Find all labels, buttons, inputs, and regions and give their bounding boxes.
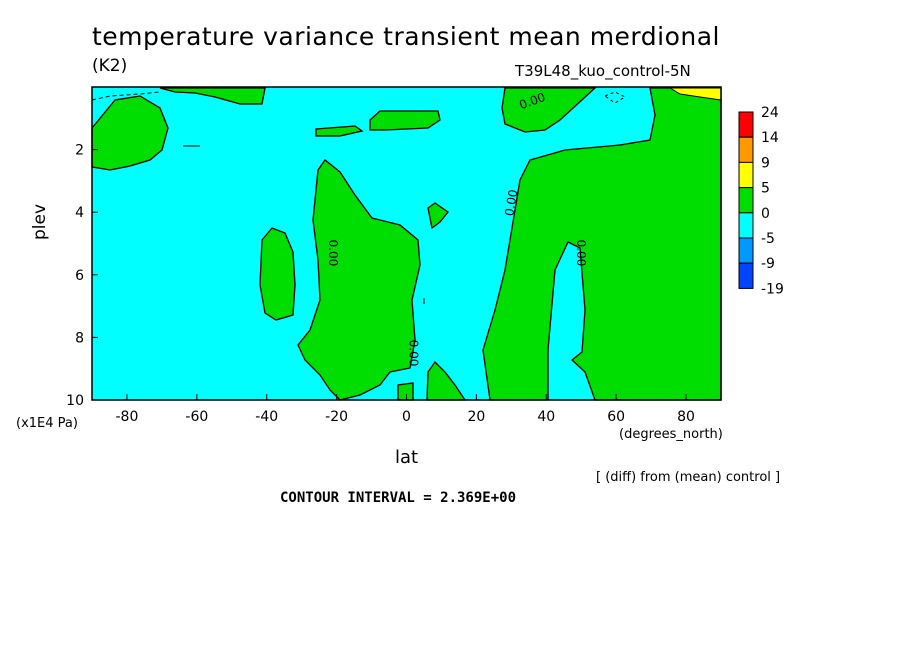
colorbar-swatch — [738, 237, 754, 264]
positive-region-small-b — [369, 110, 441, 131]
x-tick-label: 60 — [607, 409, 625, 425]
x-tick-label: 80 — [677, 409, 695, 425]
y-tick-label: 2 — [75, 143, 84, 159]
colorbar-swatch — [738, 212, 754, 239]
dataset-label: T39L48_kuo_control-5N — [515, 62, 691, 80]
colorbar-label: 0 — [761, 206, 770, 222]
colorbar-label: -19 — [761, 281, 784, 297]
colorbar-label: -9 — [761, 256, 775, 272]
positive-region-center — [297, 159, 421, 401]
contour-labels: 0.000.000.000.000.00 — [326, 90, 588, 366]
y-axis: 2 4 6 8 10 — [66, 143, 98, 409]
positive-region-small-c — [427, 202, 449, 230]
colorbar-swatch — [738, 161, 754, 189]
x-axis-unit: (degrees_north) — [619, 427, 723, 442]
y-tick-label: 10 — [66, 393, 84, 409]
x-tick-label: -80 — [116, 409, 139, 425]
y-tick-label: 4 — [75, 205, 84, 221]
positive-region-top-south — [159, 87, 266, 105]
x-tick-label: 20 — [467, 409, 485, 425]
colorbar-label: 24 — [761, 105, 779, 121]
x-axis-label: lat — [395, 447, 419, 468]
colorbar-swatch — [738, 111, 754, 138]
y-tick-label: 6 — [75, 268, 84, 284]
negative-contour-dashed-north — [603, 91, 627, 104]
colorbar-swatch — [738, 262, 754, 289]
positive-region-peak-north — [668, 87, 722, 101]
contour-label: 0.00 — [326, 240, 340, 267]
colorbar-swatch — [738, 187, 754, 214]
x-tick-label: -60 — [185, 409, 208, 425]
chart-title: temperature variance transient mean merd… — [92, 22, 720, 51]
x-tick-label: -20 — [325, 409, 348, 425]
colorbar-label: 14 — [761, 130, 779, 146]
y-axis-unit: (x1E4 Pa) — [16, 416, 78, 431]
colorbar-label: 5 — [761, 181, 770, 197]
contour-interval: CONTOUR INTERVAL = 2.369E+00 — [280, 490, 517, 506]
colorbar-label: 9 — [761, 155, 770, 171]
positive-region-bottom-a — [397, 382, 414, 401]
contour-label: 0.00 — [406, 340, 420, 367]
colorbar-label: -5 — [761, 231, 775, 247]
contour-label: 0.00 — [574, 240, 588, 267]
positive-region-left-band — [259, 227, 296, 321]
x-tick-label: -40 — [255, 409, 278, 425]
plot-area — [91, 86, 722, 401]
x-tick-label: 0 — [402, 409, 411, 425]
x-tick-label: 40 — [537, 409, 555, 425]
colorbar: 24 14 9 5 0 -5 -9 -19 — [738, 105, 784, 297]
x-axis: -80 -60 -40 -20 0 20 40 60 80 — [116, 394, 695, 425]
chart-units: (K2) — [92, 56, 128, 76]
positive-region-top-north — [501, 87, 597, 133]
negative-contour-dashed — [91, 91, 161, 101]
colorbar-swatch — [738, 136, 754, 163]
y-tick-label: 8 — [75, 330, 84, 346]
contour-label: 0.00 — [502, 188, 520, 217]
diff-note: [ (diff) from (mean) control ] — [596, 470, 781, 485]
positive-region-polar-south — [91, 95, 169, 171]
positive-region-small-a — [315, 125, 364, 137]
